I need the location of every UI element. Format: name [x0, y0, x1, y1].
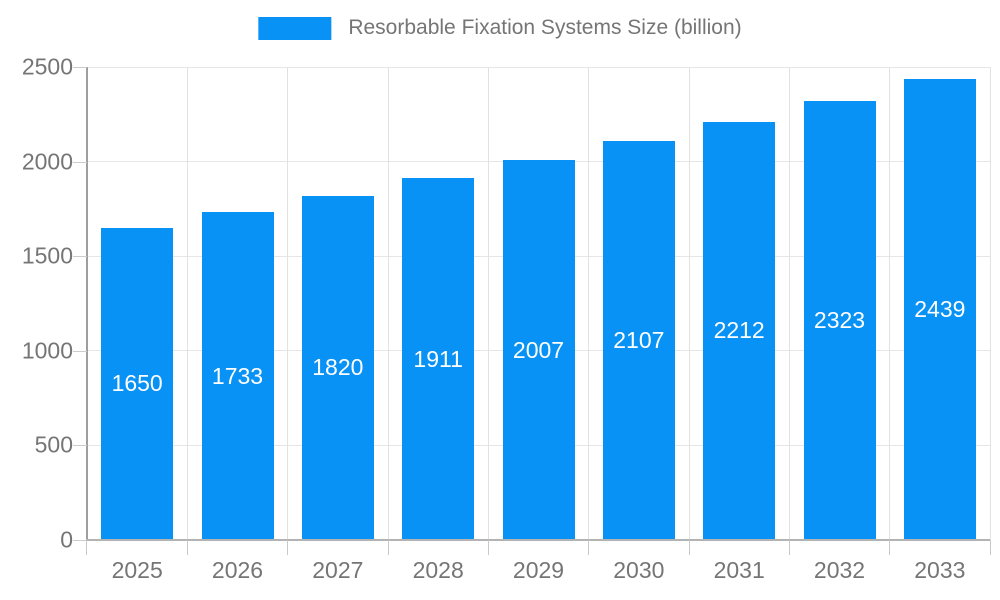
bar-value-label: 2439 [914, 295, 966, 322]
gridline-vertical [889, 67, 891, 540]
y-axis-tick-label: 2000 [21, 148, 73, 175]
y-axis-tick-mark [73, 445, 87, 447]
x-axis-tick-label: 2028 [412, 557, 464, 583]
legend[interactable]: Resorbable Fixation Systems Size (billio… [258, 16, 742, 40]
bar[interactable]: 1911 [402, 178, 475, 540]
y-axis-tick-mark [73, 540, 87, 541]
gridline-vertical [487, 67, 489, 540]
gridline-vertical [287, 67, 289, 540]
bar[interactable]: 2323 [803, 100, 876, 540]
x-axis-tick-mark [989, 540, 991, 555]
x-axis-line [86, 539, 990, 541]
x-axis-tick-label: 2030 [613, 557, 665, 583]
x-axis-tick-mark [688, 540, 690, 555]
x-axis-tick-mark [387, 540, 389, 555]
bar-value-label: 2007 [512, 336, 565, 363]
gridline-vertical [989, 67, 991, 540]
y-axis-tick-mark [73, 161, 87, 163]
gridline-horizontal [87, 66, 990, 68]
y-axis-tick-label: 500 [34, 431, 73, 458]
x-axis-tick-mark [287, 540, 289, 555]
x-axis-tick-mark [588, 540, 590, 555]
gridline-vertical [387, 67, 389, 540]
legend-label: Resorbable Fixation Systems Size (billio… [348, 16, 742, 39]
y-axis-tick-mark [73, 256, 87, 258]
x-axis-tick-label: 2026 [211, 557, 264, 583]
bar[interactable]: 1650 [101, 227, 174, 540]
y-axis-line [86, 67, 88, 540]
bar-value-label: 1820 [312, 354, 364, 381]
x-axis-tick-label: 2029 [512, 557, 565, 583]
x-axis-tick-label: 2032 [813, 557, 866, 583]
x-axis-tick-mark [186, 540, 188, 555]
y-axis-tick-label: 0 [60, 526, 73, 553]
x-axis-tick-label: 2031 [713, 557, 765, 583]
x-axis-tick-mark [487, 540, 489, 555]
y-axis-tick-mark [73, 67, 87, 68]
y-axis-tick-label: 1500 [21, 242, 73, 269]
bar-value-label: 1911 [413, 345, 463, 372]
y-axis-tick-label: 1000 [21, 337, 73, 364]
bar-value-label: 2107 [613, 327, 665, 354]
gridline-vertical [688, 67, 690, 540]
bar[interactable]: 2007 [502, 160, 575, 540]
x-axis-tick-mark [889, 540, 891, 555]
bar-value-label: 1733 [211, 362, 264, 389]
plot-area: 1650 1733 1820 1911 2007 2107 2212 2323 2439 [86, 66, 991, 541]
x-axis-tick-mark [788, 540, 790, 555]
x-axis-tick-mark [86, 540, 87, 555]
x-axis-tick-label: 2025 [111, 557, 163, 583]
x-axis-tick-label: 2027 [312, 557, 364, 583]
gridline-vertical [588, 67, 590, 540]
bar[interactable]: 1820 [301, 195, 374, 540]
y-axis-tick-mark [73, 350, 87, 352]
gridline-vertical [788, 67, 790, 540]
bar[interactable]: 2439 [903, 78, 976, 540]
x-axis-tick-label: 2033 [914, 557, 966, 583]
bar[interactable]: 2107 [602, 141, 675, 540]
bar[interactable]: 2212 [703, 121, 776, 540]
bar-value-label: 1650 [111, 370, 163, 397]
legend-swatch [258, 16, 332, 40]
bar-value-label: 2212 [713, 317, 765, 344]
gridline-vertical [186, 67, 188, 540]
bar[interactable]: 1733 [201, 212, 274, 540]
bar-value-label: 2323 [813, 306, 866, 333]
y-axis-tick-label: 2500 [21, 53, 73, 80]
